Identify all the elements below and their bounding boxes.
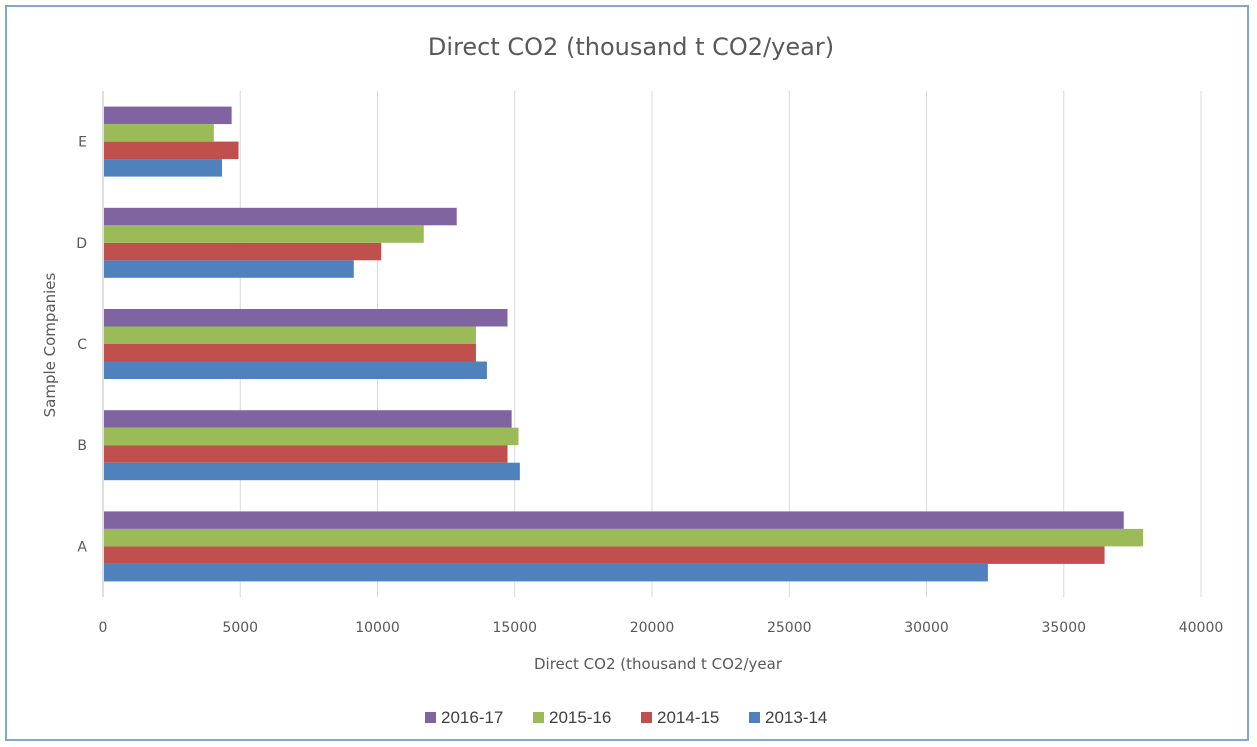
legend-swatch [425,712,436,723]
y-category-label: D [76,236,87,252]
y-category-label: E [78,135,87,151]
y-category-label: A [77,539,87,555]
bar-A-2015-16 [104,528,1143,547]
x-tick-label: 40000 [1179,620,1224,636]
bar-D-2013-14 [104,260,354,278]
bar-B-2014-15 [104,445,508,463]
x-tick-label: 30000 [904,620,949,636]
bar-E-2016-17 [104,106,232,125]
legend-label: 2015-16 [549,708,611,727]
chart-frame: Direct CO2 (thousand t CO2/year) 0 5000 10… [5,5,1249,741]
bar-D-2015-16 [104,225,424,243]
bar-C-2013-14 [104,361,487,379]
x-tick-label: 0 [99,620,108,636]
bar-E-2014-15 [104,141,239,160]
x-tick-label: 5000 [222,620,258,636]
legend: 2016-17 2015-16 2014-15 2013-14 [425,708,827,727]
bar-E-2015-16 [104,124,214,142]
bar-B-2015-16 [104,427,519,446]
legend-swatch [533,712,544,723]
bar-D-2016-17 [104,207,457,226]
x-tick-label: 10000 [355,620,400,636]
chart-svg: Direct CO2 (thousand t CO2/year) 0 5000 10… [41,33,1224,727]
bar-A-2016-17 [104,511,1124,529]
x-tick-labels: 0 5000 10000 15000 20000 25000 30000 35000 40000 [99,620,1224,636]
bar-A-2013-14 [104,563,988,582]
x-tick-label: 15000 [492,620,537,636]
bar-B-2013-14 [104,462,520,481]
y-axis-title: Sample Companies [41,272,59,417]
x-tick-label: 25000 [767,620,812,636]
legend-label: 2014-15 [657,708,719,727]
bar-E-2013-14 [104,159,223,177]
bar-C-2015-16 [104,326,476,344]
x-tick-label: 35000 [1041,620,1086,636]
y-category-label: B [77,438,87,454]
bar-D-2014-15 [104,242,382,261]
bar-B-2016-17 [104,410,512,428]
legend-swatch [641,712,652,723]
y-category-labels: A B C D E [76,135,87,556]
chart-title: Direct CO2 (thousand t CO2/year) [428,33,834,61]
gridlines [239,91,1202,597]
bar-C-2016-17 [104,309,508,327]
legend-label: 2016-17 [441,708,503,727]
legend-label: 2013-14 [765,708,827,727]
y-category-label: C [77,337,87,353]
bars [104,106,1143,582]
bar-C-2014-15 [104,344,476,362]
bar-A-2014-15 [104,546,1105,564]
legend-swatch [749,712,760,723]
x-tick-label: 20000 [630,620,675,636]
x-axis-title: Direct CO2 (thousand t CO2/year [534,655,783,673]
